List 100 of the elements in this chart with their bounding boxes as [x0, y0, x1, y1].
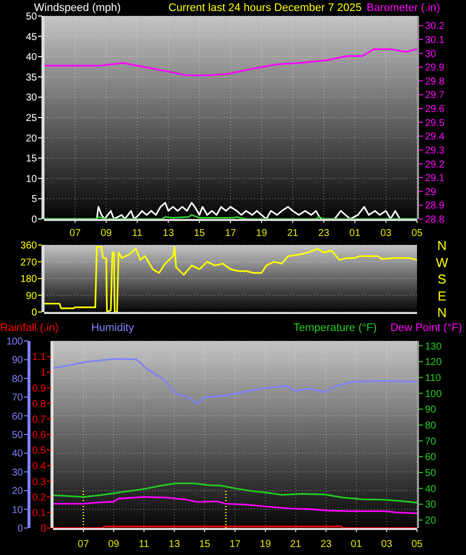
x-tick-label: 09	[100, 228, 112, 239]
x-tick-label: 07	[78, 539, 90, 550]
y-tick-label: 15	[26, 154, 38, 165]
y-tick-label: 10	[12, 504, 24, 516]
y2-tick-label: 28.8	[425, 214, 445, 226]
text: Barometer (.in)	[366, 2, 440, 14]
y3-tick-label: 110	[425, 372, 442, 384]
text: Humidity	[91, 322, 134, 334]
y-tick-label: 100	[6, 336, 24, 348]
line-series	[52, 496, 418, 514]
y2-tick-label: 1	[40, 368, 46, 379]
y2-tick-label: 29.5	[425, 118, 445, 129]
x-tick-label: 19	[256, 228, 268, 239]
x-tick-label: 05	[411, 228, 423, 239]
y-tick-label: 270	[20, 257, 38, 268]
line-series	[43, 246, 418, 313]
text: S	[438, 272, 447, 286]
x-tick-label: 17	[229, 539, 241, 550]
y2-tick-label: 30.1	[425, 34, 445, 46]
x-tick-label: 15	[199, 539, 211, 550]
y-tick-label: 45	[26, 32, 38, 43]
text: Temperature (°F)	[294, 322, 377, 334]
line-series	[52, 358, 418, 404]
x-tick-label: 05	[411, 539, 423, 550]
y2-tick-label: 29.1	[425, 173, 445, 184]
y-tick-label: 35	[26, 72, 38, 84]
x-tick-label: 23	[320, 539, 332, 550]
y2-tick-label: 0.9	[32, 383, 46, 394]
y2-tick-label: 28.9	[425, 200, 445, 212]
text: N	[437, 238, 447, 253]
y-tick-label: 80	[12, 374, 24, 385]
y3-tick-label: 30	[425, 500, 437, 511]
y3-tick-label: 100	[425, 388, 442, 400]
y2-tick-label: 29.3	[425, 145, 445, 156]
x-tick-label: 21	[287, 228, 299, 239]
x-tick-label: 13	[168, 539, 180, 550]
y3-tick-label: 50	[425, 468, 437, 480]
y-tick-label: 0	[17, 524, 24, 534]
x-tick-label: 19	[260, 539, 272, 550]
text: Dew Point (°F)	[390, 322, 462, 334]
y2-tick-label: 29.9	[425, 62, 445, 74]
y2-tick-label: 30	[425, 48, 437, 60]
y2-tick-label: 0.5	[32, 446, 46, 457]
x-tick-label: 17	[224, 228, 236, 239]
y-tick-label: 40	[26, 52, 38, 64]
y3-tick-label: 60	[425, 452, 437, 464]
y-tick-label: 30	[12, 467, 24, 478]
y-tick-label: 25	[26, 113, 38, 124]
y3-tick-label: 120	[425, 357, 442, 368]
y2-tick-label: 29.8	[425, 76, 445, 88]
y-tick-label: 90	[12, 355, 24, 366]
y2-tick-label: 0.7	[32, 414, 46, 426]
y-tick-label: 90	[26, 290, 38, 302]
x-tick-label: 03	[380, 228, 392, 239]
x-tick-label: 23	[318, 228, 330, 239]
y-tick-label: 20	[12, 486, 24, 498]
x-tick-label: 07	[70, 228, 82, 239]
x-tick-label: 11	[138, 539, 150, 550]
y-tick-label: 20	[26, 133, 38, 144]
line-series	[43, 48, 418, 76]
y-tick-label: 60	[12, 411, 24, 422]
y2-tick-label: 0.6	[32, 430, 46, 441]
y-tick-label: 0	[31, 214, 38, 226]
y2-tick-label: 0.8	[32, 398, 46, 410]
x-tick-label: 09	[108, 539, 120, 550]
x-tick-label: 11	[132, 228, 143, 239]
y-tick-label: 40	[12, 448, 24, 460]
y-tick-label: 360	[20, 240, 38, 252]
y-tick-label: 10	[26, 174, 38, 185]
y2-tick-label: 1.1	[32, 352, 46, 364]
x-tick-label: 13	[162, 228, 174, 239]
text: Windspeed (mph)	[34, 2, 121, 14]
chart-title: Current last 24 hours December 7 2025	[168, 2, 362, 14]
y2-tick-label: 30.2	[425, 21, 445, 32]
y2-tick-label: 29.7	[425, 90, 445, 102]
y-tick-label: 180	[20, 274, 38, 285]
y3-tick-label: 90	[425, 404, 437, 416]
x-tick-label: 03	[381, 539, 393, 550]
y2-tick-label: 0.2	[32, 492, 46, 504]
y-tick-label: 50	[26, 12, 38, 22]
text: W	[436, 254, 449, 270]
y2-tick-label: 29.4	[425, 132, 445, 143]
y-tick-label: 30	[26, 92, 38, 104]
y2-tick-label: 0	[40, 524, 46, 534]
y-tick-label: 50	[12, 430, 24, 441]
x-tick-label: 21	[290, 539, 302, 550]
y-tick-label: 70	[12, 392, 24, 404]
text: N	[437, 305, 447, 320]
y3-tick-label: 20	[425, 516, 437, 527]
y3-tick-label: 40	[425, 484, 437, 495]
text: E	[438, 288, 447, 304]
y2-tick-label: 29.2	[425, 159, 445, 170]
x-tick-label: 01	[350, 539, 362, 550]
y2-tick-label: 0.4	[32, 461, 46, 472]
y2-tick-label: 29	[425, 186, 437, 198]
text: Rainfall (.in)	[0, 322, 59, 334]
x-tick-label: 15	[194, 228, 206, 239]
y3-tick-label: 130	[425, 341, 442, 352]
y2-tick-label: 0.1	[32, 508, 46, 519]
y2-tick-label: 29.6	[425, 104, 445, 116]
